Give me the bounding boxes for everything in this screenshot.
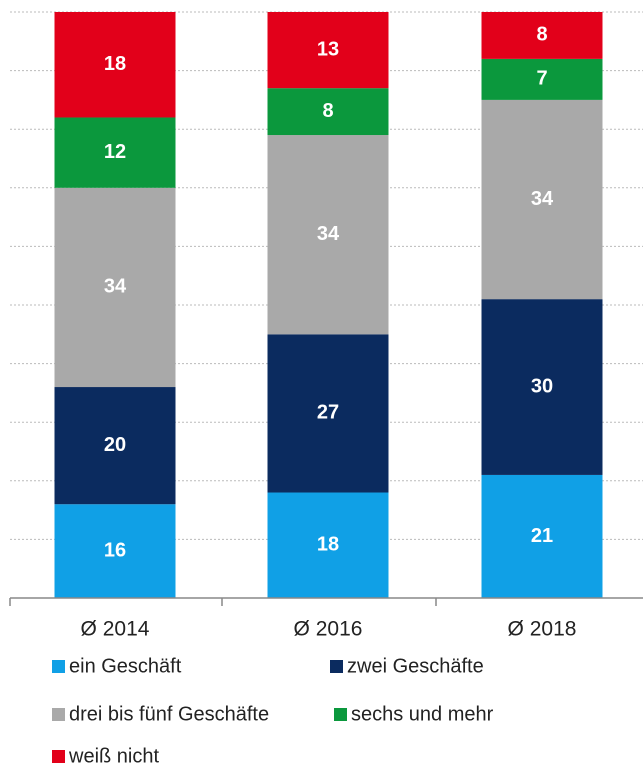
bar-segment (267, 135, 389, 335)
value-label: 18 (317, 534, 339, 556)
value-label: 7 (536, 68, 547, 90)
value-label: 20 (104, 434, 126, 456)
bar-segment (481, 99, 603, 300)
x-tick-label: Ø 2016 (294, 618, 363, 641)
legend-label: drei bis fünf Geschäfte (69, 703, 269, 725)
legend-swatch (334, 708, 347, 721)
bar-segment (54, 12, 176, 118)
bar-segment (54, 187, 176, 388)
x-tick-label: Ø 2014 (81, 618, 150, 641)
x-tick-label: Ø 2018 (508, 618, 577, 641)
value-label: 30 (531, 375, 553, 397)
bar-segment (54, 387, 176, 505)
legend-label: zwei Geschäfte (347, 655, 484, 677)
value-label: 16 (104, 539, 126, 561)
bar-segment (267, 334, 389, 493)
bar-segment (481, 12, 603, 59)
value-label: 13 (317, 38, 339, 60)
bar-segment (267, 12, 389, 89)
bar-segment (481, 474, 603, 598)
bar-segment (267, 492, 389, 598)
value-label: 27 (317, 402, 339, 424)
legend-swatch (330, 660, 343, 673)
bar-segment (54, 504, 176, 598)
bar-segment (267, 88, 389, 136)
legend-swatch (52, 750, 65, 763)
value-label: 34 (104, 276, 127, 298)
legend-label: sechs und mehr (351, 703, 494, 725)
value-label: 34 (531, 188, 554, 210)
value-label: 18 (104, 53, 126, 75)
bar-segment (481, 58, 603, 100)
value-label: 8 (322, 100, 333, 122)
value-label: 8 (536, 24, 547, 46)
value-label: 12 (104, 141, 126, 163)
bar-segment (54, 117, 176, 188)
legend-swatch (52, 708, 65, 721)
legend-label: weiß nicht (68, 745, 159, 767)
value-label: 34 (317, 223, 340, 245)
bar-segment (481, 299, 603, 475)
value-label: 21 (531, 525, 553, 547)
legend-label: ein Geschäft (69, 655, 182, 677)
legend-swatch (52, 660, 65, 673)
